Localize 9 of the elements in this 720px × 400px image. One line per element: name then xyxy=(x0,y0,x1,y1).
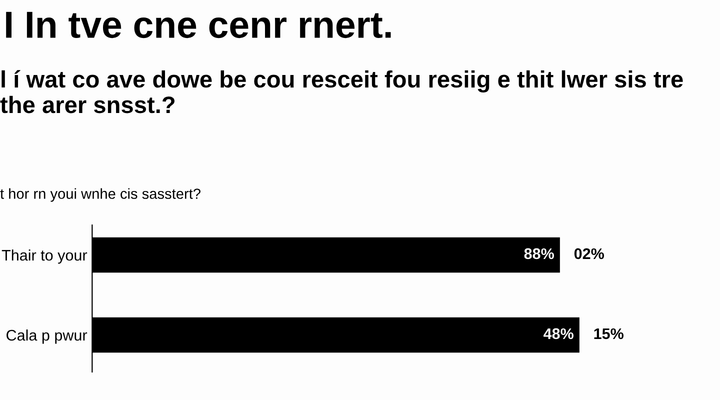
annotation: 02% xyxy=(574,248,604,260)
chart-title: I In tve cne cenr rnert. xyxy=(6,12,391,38)
y-tick-label: Cala p pwur xyxy=(6,329,88,344)
annotation: 48% xyxy=(544,328,574,340)
annotation: 88% xyxy=(524,248,554,260)
text: 15% xyxy=(594,328,624,340)
text: t hor rn youi wnhe cis sasstert? xyxy=(0,188,200,202)
chart-subtitle: l í wat co ave dowe be cou resceit fou resiig e thit lwer sis tre the arer snsst.? xyxy=(0,70,683,114)
y-tick-label: Thair to your xyxy=(2,249,88,264)
